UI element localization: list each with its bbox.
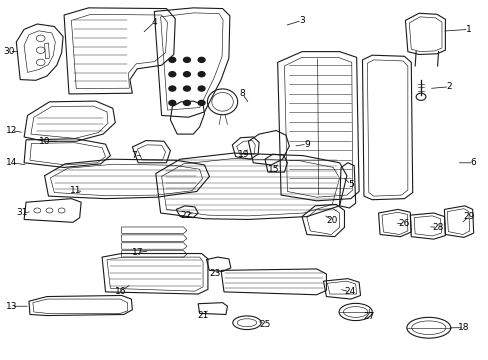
Text: 21: 21 bbox=[197, 311, 208, 320]
Text: 24: 24 bbox=[344, 287, 355, 296]
Circle shape bbox=[183, 86, 190, 91]
Circle shape bbox=[198, 72, 204, 77]
Text: 7: 7 bbox=[131, 151, 137, 160]
Text: 25: 25 bbox=[259, 320, 270, 329]
Text: 2: 2 bbox=[446, 82, 451, 91]
Text: 31: 31 bbox=[17, 208, 28, 217]
Text: 12: 12 bbox=[6, 126, 17, 135]
Text: 11: 11 bbox=[69, 186, 81, 195]
Text: 4: 4 bbox=[151, 18, 157, 27]
Text: 10: 10 bbox=[39, 137, 50, 146]
Text: 1: 1 bbox=[465, 25, 471, 34]
Text: 29: 29 bbox=[462, 212, 473, 221]
Circle shape bbox=[198, 57, 204, 62]
Text: 3: 3 bbox=[299, 16, 305, 25]
Circle shape bbox=[168, 86, 175, 91]
Text: 6: 6 bbox=[470, 158, 476, 167]
Circle shape bbox=[183, 57, 190, 62]
Text: 19: 19 bbox=[237, 150, 249, 159]
Circle shape bbox=[198, 86, 204, 91]
Text: 23: 23 bbox=[209, 269, 221, 278]
Text: 5: 5 bbox=[347, 180, 353, 189]
Text: 18: 18 bbox=[457, 323, 468, 332]
Circle shape bbox=[183, 72, 190, 77]
Circle shape bbox=[168, 72, 175, 77]
Text: 8: 8 bbox=[239, 89, 245, 98]
Text: 17: 17 bbox=[131, 248, 142, 257]
Text: 28: 28 bbox=[431, 223, 443, 232]
Text: 22: 22 bbox=[180, 211, 191, 220]
Text: 13: 13 bbox=[6, 302, 17, 311]
Text: 14: 14 bbox=[6, 158, 17, 167]
Text: 9: 9 bbox=[304, 140, 309, 149]
Text: 30: 30 bbox=[4, 47, 15, 56]
Text: 27: 27 bbox=[363, 312, 374, 321]
Text: 20: 20 bbox=[326, 216, 337, 225]
Text: 16: 16 bbox=[115, 287, 126, 296]
Text: 15: 15 bbox=[267, 165, 279, 174]
Circle shape bbox=[198, 100, 204, 105]
Circle shape bbox=[183, 100, 190, 105]
Circle shape bbox=[168, 100, 175, 105]
Text: 26: 26 bbox=[398, 219, 409, 228]
Circle shape bbox=[168, 57, 175, 62]
